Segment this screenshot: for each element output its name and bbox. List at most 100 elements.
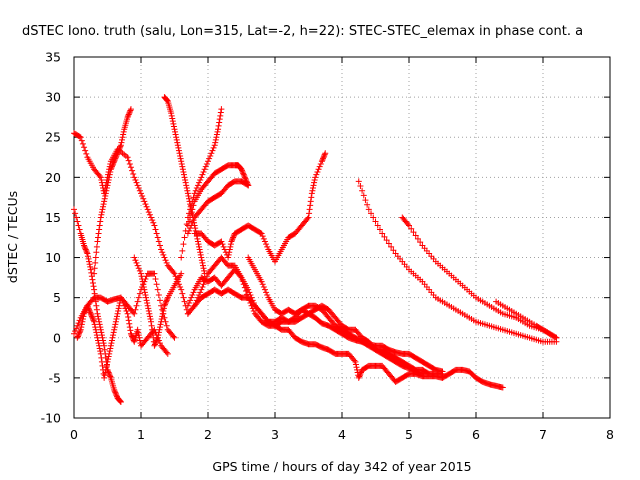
data-point — [103, 187, 110, 194]
data-point — [161, 254, 168, 261]
data-point — [87, 309, 94, 316]
data-point — [86, 261, 93, 268]
data-point — [264, 291, 271, 298]
data-point — [195, 241, 202, 248]
data-point — [142, 201, 149, 208]
data-point — [146, 313, 153, 320]
data-point — [153, 337, 160, 344]
y-axis: -10 -5 0 5 10 15 20 25 30 35 — [41, 50, 610, 426]
data-point — [134, 262, 141, 269]
data-point — [198, 254, 205, 261]
data-point — [244, 291, 251, 298]
data-point — [159, 249, 166, 256]
data-point — [123, 308, 130, 315]
data-point — [553, 334, 560, 341]
data-point — [310, 182, 317, 189]
data-point — [321, 152, 328, 159]
data-point — [179, 290, 186, 297]
data-point — [104, 182, 111, 189]
data-point — [129, 333, 136, 340]
data-point — [110, 329, 117, 336]
data-point — [106, 350, 113, 357]
data-point — [257, 229, 264, 236]
y-tick-label: -10 — [41, 411, 61, 426]
data-point — [110, 160, 117, 167]
data-point — [95, 230, 102, 237]
data-point — [145, 209, 152, 216]
data-point — [92, 254, 99, 261]
data-point — [365, 206, 372, 213]
data-point — [96, 318, 103, 325]
data-point — [151, 270, 158, 277]
data-point — [163, 298, 170, 305]
data-point — [388, 243, 395, 250]
data-point — [186, 218, 193, 225]
data-point — [230, 234, 237, 241]
data-point — [111, 388, 118, 395]
data-point — [174, 142, 181, 149]
data-series — [184, 178, 252, 237]
data-point — [96, 226, 103, 233]
data-point — [239, 167, 246, 174]
data-point — [95, 234, 102, 241]
data-point — [134, 326, 141, 333]
data-point — [197, 251, 204, 258]
data-point — [98, 354, 105, 361]
chart-title: dSTEC Iono. truth (salu, Lon=315, Lat=-2… — [22, 24, 583, 39]
data-point — [86, 258, 93, 265]
data-point — [140, 195, 147, 202]
data-point — [242, 287, 249, 294]
data-point — [322, 150, 329, 157]
data-point — [125, 112, 132, 119]
data-point — [159, 310, 166, 317]
data-point — [193, 185, 200, 192]
data-point — [199, 262, 206, 269]
data-point — [240, 281, 247, 288]
data-point — [99, 362, 106, 369]
data-point — [90, 283, 97, 290]
data-series — [245, 254, 426, 377]
data-point — [198, 174, 205, 181]
data-point — [124, 154, 131, 161]
data-point — [184, 187, 191, 194]
data-point — [201, 267, 208, 274]
data-point — [356, 372, 363, 379]
data-point — [82, 147, 89, 154]
data-point — [305, 214, 312, 221]
data-point — [151, 341, 158, 348]
data-point — [355, 178, 362, 185]
data-point — [170, 123, 177, 130]
data-point — [135, 265, 142, 272]
data-point — [185, 193, 192, 200]
data-point — [160, 308, 167, 315]
data-point — [215, 126, 222, 133]
data-point — [187, 225, 194, 232]
data-point — [126, 160, 133, 167]
data-point — [138, 270, 144, 277]
data-point — [142, 291, 149, 298]
data-point — [126, 324, 133, 331]
data-point — [353, 364, 360, 371]
data-point — [127, 107, 134, 114]
data-point — [90, 317, 97, 324]
data-point — [206, 155, 213, 162]
data-point — [154, 334, 161, 341]
data-point — [163, 96, 170, 103]
data-point — [95, 337, 102, 344]
data-point — [174, 139, 181, 146]
data-point — [152, 226, 159, 233]
data-point — [171, 126, 178, 133]
data-point — [162, 300, 169, 307]
data-point — [148, 214, 155, 221]
data-point — [131, 254, 138, 261]
data-point — [112, 389, 119, 396]
data-point — [74, 333, 81, 340]
data-point — [84, 250, 91, 257]
data-point — [108, 340, 115, 347]
data-point — [141, 286, 148, 293]
data-point — [180, 294, 187, 301]
data-point — [97, 218, 104, 225]
data-point — [102, 193, 109, 200]
data-point — [149, 326, 156, 333]
data-point — [96, 342, 103, 349]
